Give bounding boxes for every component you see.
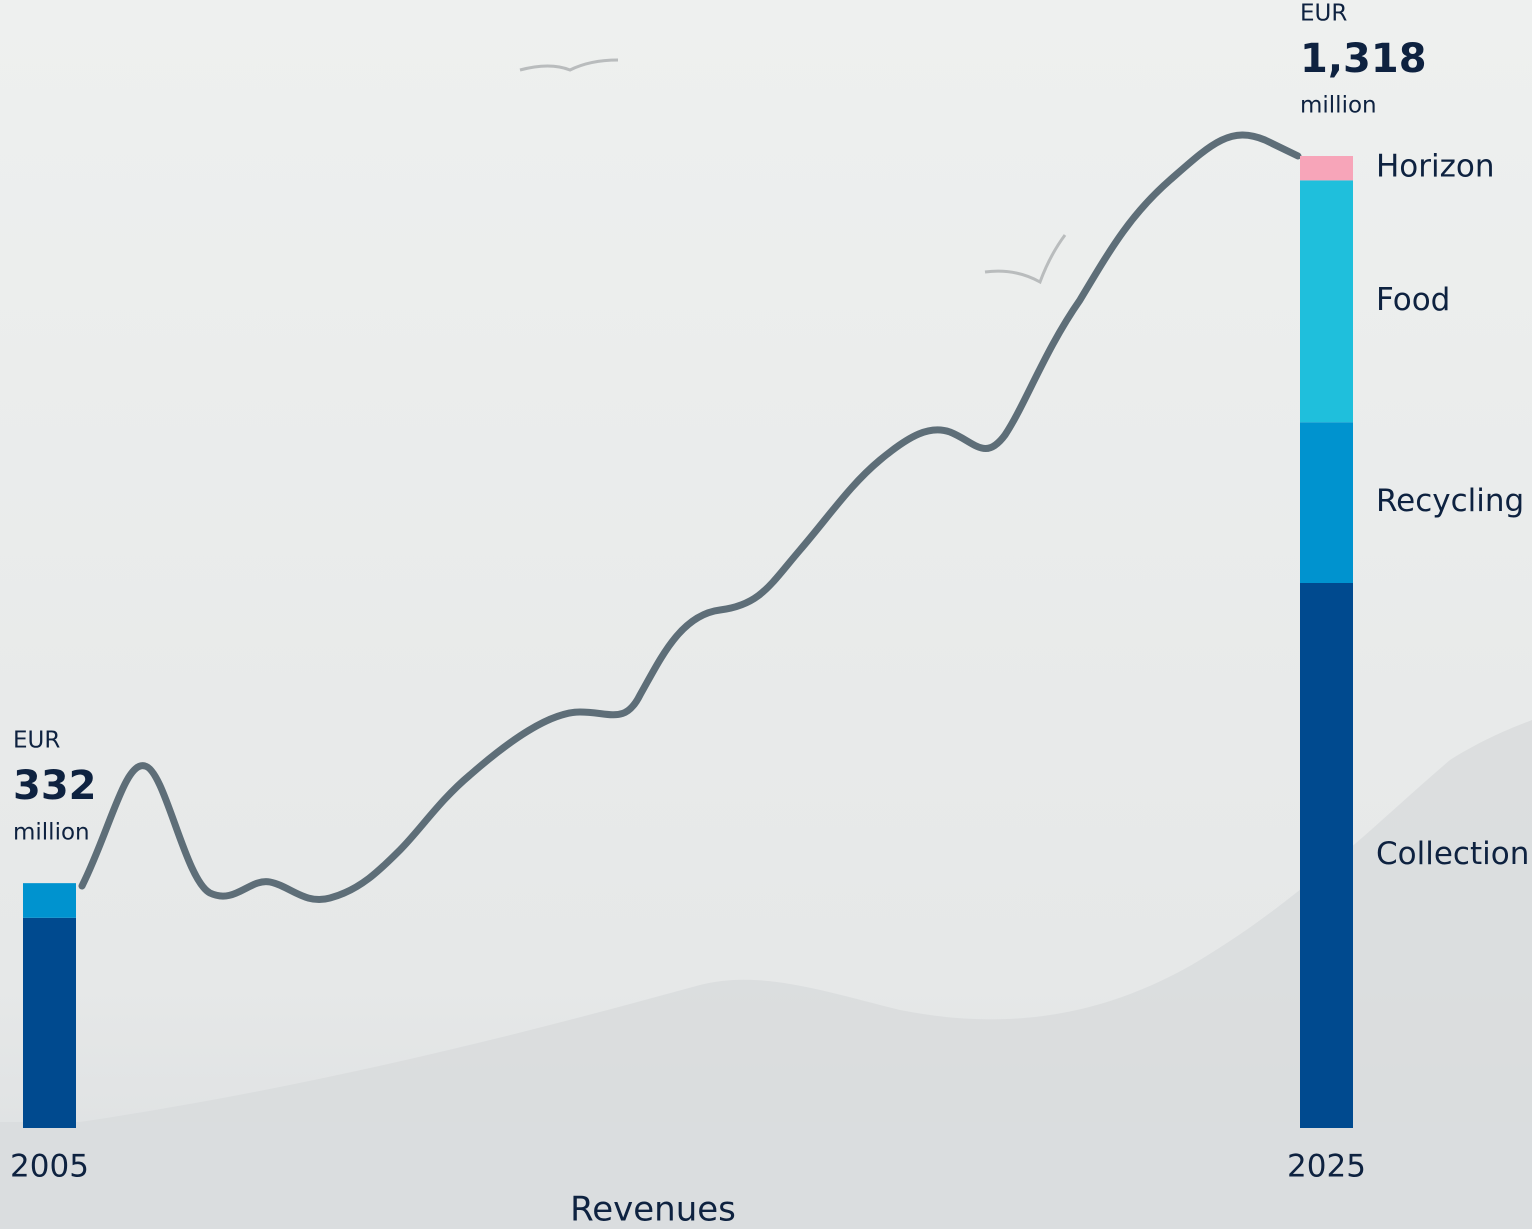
- x-axis-label: Revenues: [570, 1190, 736, 1229]
- total-label: 1,318: [1300, 36, 1427, 82]
- unit-prefix: EUR: [1300, 1, 1347, 27]
- trend-curve: [78, 131, 1302, 903]
- bar-segment: [23, 883, 76, 918]
- legend-label: Food: [1376, 282, 1450, 318]
- x-tick-label: 2005: [10, 1149, 89, 1185]
- unit-suffix: million: [1300, 93, 1377, 119]
- legend-label: Horizon: [1376, 149, 1495, 185]
- bird: [984, 234, 1067, 285]
- x-tick-label: 2025: [1287, 1149, 1366, 1185]
- unit-prefix: EUR: [13, 728, 60, 754]
- sea: [0, 1122, 1532, 1229]
- unit-suffix: million: [13, 820, 90, 846]
- bar-segment: [23, 917, 76, 1128]
- bar-segment: [1300, 422, 1353, 584]
- bar-segment: [1300, 180, 1353, 423]
- bar-segment: [1300, 156, 1353, 181]
- bird: [519, 58, 619, 72]
- bar-segment: [1300, 583, 1353, 1128]
- legend-label: Collection: [1376, 836, 1529, 872]
- legend-label: Recycling: [1376, 483, 1524, 519]
- total-label: 332: [13, 763, 97, 809]
- mountain: [60, 720, 1532, 1125]
